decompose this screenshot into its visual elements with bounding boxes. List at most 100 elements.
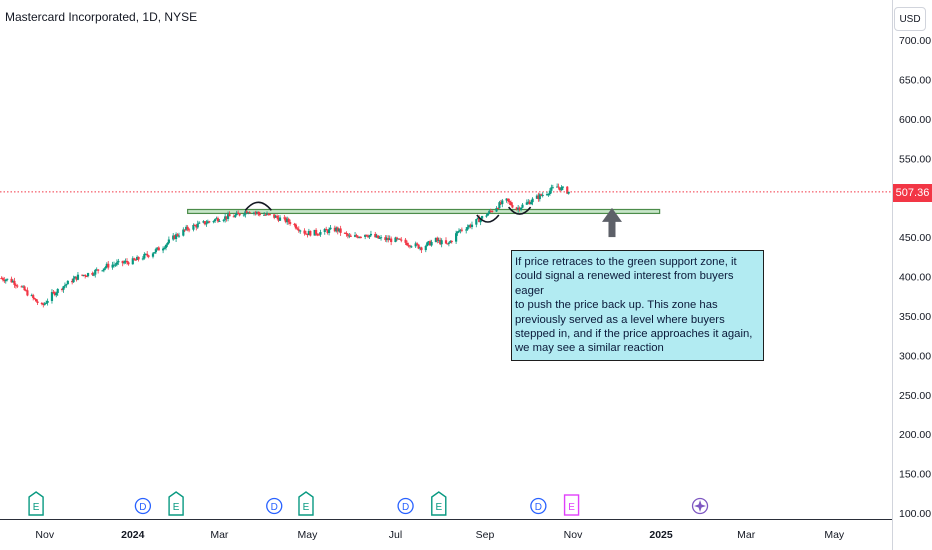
candle [32, 293, 35, 301]
candle-body [525, 202, 528, 205]
x-tick-label: Mar [737, 529, 756, 541]
candle [185, 224, 188, 231]
candle [556, 183, 559, 188]
candle-body [16, 285, 19, 287]
candle-body [323, 229, 326, 233]
candle [345, 231, 348, 237]
candle-body [368, 235, 371, 238]
candle [299, 229, 302, 234]
candle [489, 208, 492, 213]
y-tick-label: 550.00 [899, 153, 931, 165]
candle-body [506, 198, 510, 201]
candle-body [34, 299, 38, 302]
candle-body [237, 212, 240, 214]
candle [294, 223, 297, 230]
candle-body [476, 217, 479, 220]
candle-body [6, 278, 9, 280]
candle [115, 259, 119, 267]
candle-body [353, 235, 357, 237]
x-tick-label: May [824, 529, 845, 541]
candle-body [338, 228, 341, 232]
candle-body [144, 253, 147, 255]
candle [264, 213, 267, 216]
candle [186, 225, 189, 232]
candle-body [63, 285, 67, 287]
candle [235, 210, 238, 216]
candle-body [485, 215, 488, 217]
candle [316, 233, 319, 237]
candle-body [547, 194, 550, 196]
candle-body [86, 273, 90, 277]
candle-body [112, 264, 116, 266]
candle [506, 198, 510, 204]
candle-body [365, 234, 368, 237]
earnings-icon[interactable]: E [28, 491, 44, 516]
candle-body [263, 214, 266, 216]
candle [144, 253, 147, 256]
earnings-icon[interactable]: E [563, 494, 580, 516]
candle-body [385, 237, 388, 241]
annotation-note[interactable]: If price retraces to the green support z… [511, 250, 764, 361]
candle [20, 285, 23, 288]
dividend-circle [266, 497, 283, 515]
candle-body [174, 234, 178, 240]
candle [558, 187, 562, 193]
candle [238, 213, 241, 217]
dividend-circle [134, 497, 152, 515]
candle-body [203, 221, 207, 225]
candle-body [134, 259, 137, 261]
candle [475, 218, 478, 228]
candle [43, 301, 46, 306]
candle [226, 211, 230, 222]
dividend-icon[interactable]: D [530, 497, 547, 515]
candle [557, 183, 560, 190]
earnings-icon[interactable]: E [168, 491, 184, 516]
candle [124, 258, 127, 264]
candle [206, 219, 209, 224]
dividend-icon[interactable]: D [134, 497, 152, 515]
candle [348, 232, 351, 239]
candle-body [153, 252, 156, 254]
candle [518, 206, 521, 212]
earnings-icon[interactable]: E [431, 491, 447, 516]
x-tick-label: 2024 [121, 529, 145, 541]
candle-body [470, 224, 474, 227]
candle [339, 225, 342, 236]
candle [440, 238, 443, 248]
candle-body [303, 230, 306, 234]
candle [216, 216, 220, 223]
dividend-icon[interactable]: D [266, 497, 283, 515]
currency-button[interactable]: USD [894, 7, 926, 31]
candle-body [198, 222, 201, 224]
candle [420, 246, 423, 254]
candle-body [349, 235, 352, 237]
candle-body [535, 195, 539, 199]
candle [56, 288, 59, 296]
candle-body [369, 233, 373, 236]
candle [327, 227, 331, 236]
y-tick-label: 250.00 [899, 390, 931, 402]
candle-body [1, 278, 4, 280]
candle-body [65, 284, 68, 286]
candle-body [76, 274, 80, 280]
candle [521, 203, 524, 209]
dividend-icon[interactable]: D [397, 497, 414, 515]
candle-body [294, 224, 297, 229]
candle [364, 234, 367, 240]
candle-body [121, 260, 124, 264]
candle-body [480, 216, 484, 219]
candle-body [418, 247, 422, 249]
candle-body [234, 215, 237, 218]
candle [519, 207, 523, 212]
candle-body [163, 247, 166, 249]
earnings-letter: E [435, 502, 442, 513]
candle-body [162, 248, 165, 251]
candle [222, 218, 225, 223]
candle [254, 210, 257, 216]
earnings-icon[interactable]: E [298, 491, 314, 516]
candle [172, 232, 175, 241]
earnings-letter: E [173, 502, 180, 513]
event-star-icon[interactable] [691, 497, 709, 515]
candle-body [133, 258, 136, 260]
